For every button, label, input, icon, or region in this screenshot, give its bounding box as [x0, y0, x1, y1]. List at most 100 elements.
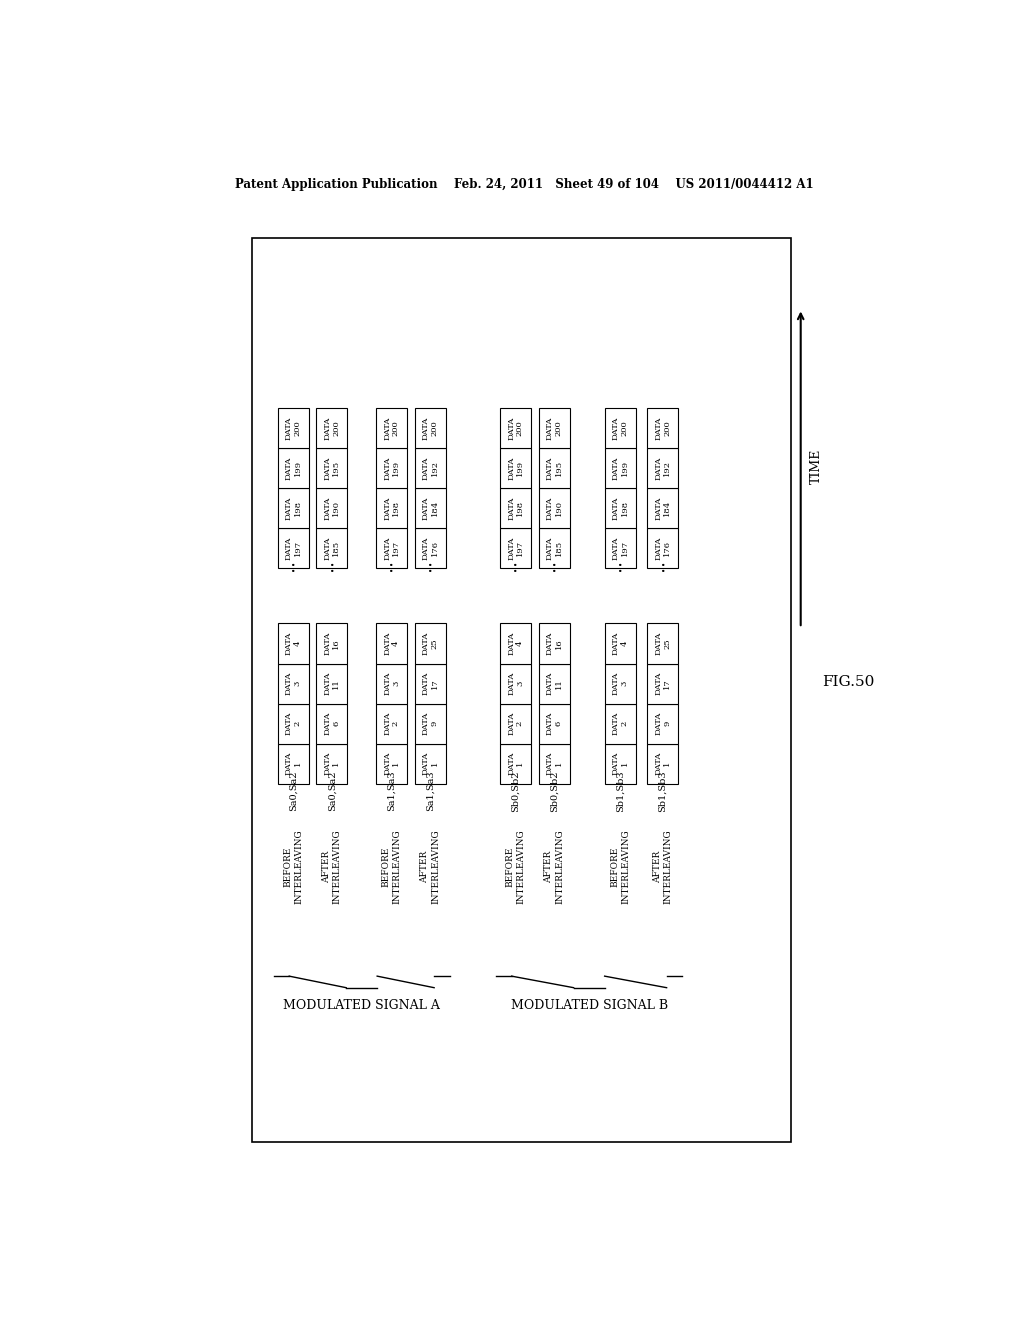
Text: DATA
11: DATA 11 — [546, 672, 563, 696]
Text: AFTER
INTERLEAVING: AFTER INTERLEAVING — [322, 829, 342, 904]
Bar — [500, 528, 531, 568]
Bar — [500, 447, 531, 488]
Text: DATA
176: DATA 176 — [654, 536, 671, 560]
Text: DATA
1: DATA 1 — [507, 752, 524, 775]
Text: DATA
4: DATA 4 — [507, 632, 524, 655]
Text: DATA
199: DATA 199 — [507, 457, 524, 479]
Bar — [604, 704, 636, 743]
Bar — [278, 743, 308, 784]
Text: Sb0,Sb2: Sb0,Sb2 — [511, 771, 520, 812]
Bar — [278, 704, 308, 743]
Bar — [278, 408, 308, 447]
Text: BEFORE
INTERLEAVING: BEFORE INTERLEAVING — [506, 829, 525, 904]
Text: DATA
197: DATA 197 — [611, 536, 629, 560]
Text: Sa1,Sa3: Sa1,Sa3 — [387, 771, 396, 812]
Text: DATA
199: DATA 199 — [611, 457, 629, 479]
Bar — [539, 664, 569, 704]
Bar — [604, 447, 636, 488]
Text: DATA
190: DATA 190 — [324, 496, 340, 520]
Text: :: : — [427, 557, 433, 576]
Text: DATA
2: DATA 2 — [383, 711, 400, 735]
Bar — [415, 488, 445, 528]
Bar — [316, 528, 347, 568]
Text: DATA
200: DATA 200 — [285, 416, 301, 440]
Text: DATA
4: DATA 4 — [611, 632, 629, 655]
Text: BEFORE
INTERLEAVING: BEFORE INTERLEAVING — [610, 829, 630, 904]
Text: DATA
198: DATA 198 — [285, 496, 301, 520]
Text: :: : — [512, 557, 519, 576]
Text: DATA
2: DATA 2 — [285, 711, 301, 735]
Text: DATA
176: DATA 176 — [422, 536, 438, 560]
Text: DATA
190: DATA 190 — [546, 496, 563, 520]
Text: :: : — [290, 557, 296, 576]
Bar — [278, 623, 308, 664]
Text: Sa0,Sa2: Sa0,Sa2 — [328, 771, 336, 810]
Bar — [278, 528, 308, 568]
Bar — [647, 447, 678, 488]
Bar — [415, 623, 445, 664]
Text: MODULATED SIGNAL A: MODULATED SIGNAL A — [284, 999, 440, 1012]
Text: DATA
1: DATA 1 — [422, 752, 438, 775]
Bar — [316, 743, 347, 784]
Text: DATA
4: DATA 4 — [383, 632, 400, 655]
Text: Patent Application Publication    Feb. 24, 2011   Sheet 49 of 104    US 2011/004: Patent Application Publication Feb. 24, … — [236, 178, 814, 190]
Text: DATA
199: DATA 199 — [383, 457, 400, 479]
Bar — [278, 447, 308, 488]
Bar — [500, 408, 531, 447]
Bar — [376, 623, 407, 664]
Text: :: : — [616, 557, 624, 576]
Bar — [316, 447, 347, 488]
Text: TIME: TIME — [810, 449, 823, 484]
Text: DATA
185: DATA 185 — [546, 536, 563, 560]
Text: DATA
16: DATA 16 — [324, 632, 340, 655]
Text: DATA
25: DATA 25 — [422, 632, 438, 655]
Text: DATA
3: DATA 3 — [507, 672, 524, 696]
Bar — [376, 664, 407, 704]
Bar — [415, 743, 445, 784]
Text: DATA
195: DATA 195 — [324, 457, 340, 479]
Text: DATA
197: DATA 197 — [285, 536, 301, 560]
Bar — [500, 743, 531, 784]
Text: DATA
25: DATA 25 — [654, 632, 671, 655]
Bar — [647, 623, 678, 664]
Text: DATA
1: DATA 1 — [654, 752, 671, 775]
Bar — [647, 704, 678, 743]
Bar — [376, 528, 407, 568]
Text: :: : — [329, 557, 335, 576]
Text: DATA
2: DATA 2 — [507, 711, 524, 735]
Text: DATA
198: DATA 198 — [507, 496, 524, 520]
Text: DATA
9: DATA 9 — [654, 711, 671, 735]
Text: DATA
3: DATA 3 — [285, 672, 301, 696]
Bar — [415, 704, 445, 743]
Text: DATA
200: DATA 200 — [324, 416, 340, 440]
Bar — [278, 488, 308, 528]
Text: DATA
185: DATA 185 — [324, 536, 340, 560]
Bar — [316, 704, 347, 743]
Text: DATA
197: DATA 197 — [507, 536, 524, 560]
Bar — [647, 488, 678, 528]
Bar — [316, 488, 347, 528]
Text: DATA
200: DATA 200 — [383, 416, 400, 440]
Text: DATA
1: DATA 1 — [546, 752, 563, 775]
Text: DATA
17: DATA 17 — [422, 672, 438, 696]
Text: DATA
11: DATA 11 — [324, 672, 340, 696]
Text: DATA
192: DATA 192 — [654, 457, 671, 479]
Text: DATA
1: DATA 1 — [324, 752, 340, 775]
Bar — [604, 623, 636, 664]
Text: DATA
200: DATA 200 — [654, 416, 671, 440]
Text: DATA
197: DATA 197 — [383, 536, 400, 560]
Bar — [316, 664, 347, 704]
Bar — [604, 743, 636, 784]
Text: DATA
198: DATA 198 — [611, 496, 629, 520]
Bar — [539, 408, 569, 447]
Bar — [500, 704, 531, 743]
Bar — [539, 488, 569, 528]
Bar — [604, 664, 636, 704]
Text: DATA
17: DATA 17 — [654, 672, 671, 696]
Text: DATA
198: DATA 198 — [383, 496, 400, 520]
Bar — [500, 664, 531, 704]
Bar — [252, 238, 791, 1143]
Text: Sb1,Sb3: Sb1,Sb3 — [658, 771, 668, 812]
Bar — [500, 488, 531, 528]
Text: DATA
200: DATA 200 — [611, 416, 629, 440]
